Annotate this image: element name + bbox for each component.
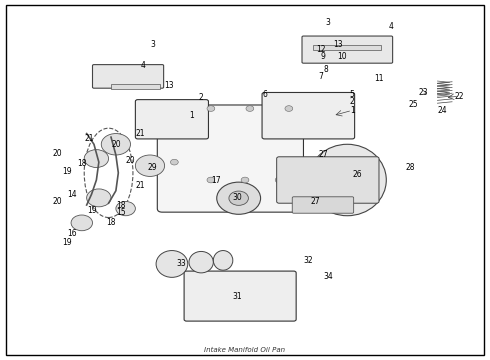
Text: 14: 14 [67, 190, 77, 199]
Circle shape [246, 106, 254, 111]
Text: 19: 19 [62, 167, 72, 176]
FancyBboxPatch shape [93, 64, 164, 88]
Ellipse shape [213, 251, 233, 270]
Circle shape [217, 182, 261, 214]
Text: 34: 34 [323, 272, 333, 281]
Ellipse shape [308, 144, 386, 216]
FancyBboxPatch shape [157, 105, 303, 212]
Text: 29: 29 [147, 163, 157, 172]
Text: 1: 1 [189, 111, 194, 120]
Text: 20: 20 [52, 197, 62, 206]
Text: 18: 18 [116, 201, 125, 210]
Text: 20: 20 [52, 149, 62, 158]
Text: 27: 27 [318, 150, 328, 159]
Text: 28: 28 [406, 163, 416, 172]
Bar [111, 84, 160, 89]
Text: 7: 7 [318, 72, 323, 81]
FancyBboxPatch shape [292, 197, 354, 213]
Circle shape [288, 159, 295, 165]
FancyBboxPatch shape [135, 100, 208, 139]
Text: 3: 3 [150, 40, 155, 49]
Text: 32: 32 [303, 256, 313, 265]
Circle shape [275, 177, 283, 183]
FancyBboxPatch shape [262, 93, 355, 139]
Text: 12: 12 [316, 45, 325, 54]
Text: 6: 6 [262, 90, 267, 99]
Text: 1: 1 [350, 106, 355, 115]
Circle shape [71, 215, 93, 231]
Text: 21: 21 [136, 181, 145, 190]
FancyBboxPatch shape [302, 36, 392, 63]
Text: 13: 13 [165, 81, 174, 90]
Circle shape [101, 134, 130, 155]
Text: 16: 16 [67, 229, 77, 238]
Text: 23: 23 [418, 88, 428, 97]
Text: 20: 20 [111, 140, 121, 149]
Text: 21: 21 [84, 134, 94, 143]
Text: 20: 20 [126, 156, 135, 165]
Text: 2: 2 [350, 97, 355, 106]
Text: 11: 11 [374, 74, 384, 83]
Text: 5: 5 [350, 90, 355, 99]
FancyBboxPatch shape [184, 271, 296, 321]
Circle shape [84, 150, 109, 167]
Text: 4: 4 [140, 61, 145, 70]
Text: 10: 10 [338, 52, 347, 61]
Text: 19: 19 [87, 206, 97, 215]
Text: 19: 19 [62, 238, 72, 247]
Text: 13: 13 [333, 40, 343, 49]
Text: 21: 21 [136, 129, 145, 138]
Text: 26: 26 [352, 170, 362, 179]
Ellipse shape [189, 251, 213, 273]
Text: Intake Manifold Oil Pan: Intake Manifold Oil Pan [204, 347, 286, 353]
Text: 18: 18 [106, 219, 116, 228]
Text: 18: 18 [77, 159, 87, 168]
Text: 4: 4 [389, 22, 393, 31]
Text: 25: 25 [408, 100, 418, 109]
Circle shape [116, 202, 135, 216]
Text: 24: 24 [438, 106, 447, 115]
FancyBboxPatch shape [277, 157, 379, 203]
Text: 30: 30 [233, 193, 243, 202]
Ellipse shape [156, 251, 188, 277]
Circle shape [87, 189, 111, 207]
Circle shape [207, 177, 215, 183]
Text: 8: 8 [323, 65, 328, 74]
Text: 27: 27 [311, 197, 320, 206]
Text: 2: 2 [199, 93, 203, 102]
Circle shape [241, 177, 249, 183]
Circle shape [135, 155, 165, 176]
Text: 33: 33 [177, 260, 187, 269]
Text: 17: 17 [211, 176, 220, 185]
Text: 22: 22 [455, 91, 464, 100]
Bar [313, 45, 381, 50]
Text: 31: 31 [233, 292, 243, 301]
Circle shape [285, 106, 293, 111]
Circle shape [171, 159, 178, 165]
Text: 15: 15 [116, 208, 125, 217]
Circle shape [207, 106, 215, 111]
Text: 9: 9 [320, 52, 325, 61]
Text: 3: 3 [325, 18, 330, 27]
Circle shape [229, 191, 248, 205]
